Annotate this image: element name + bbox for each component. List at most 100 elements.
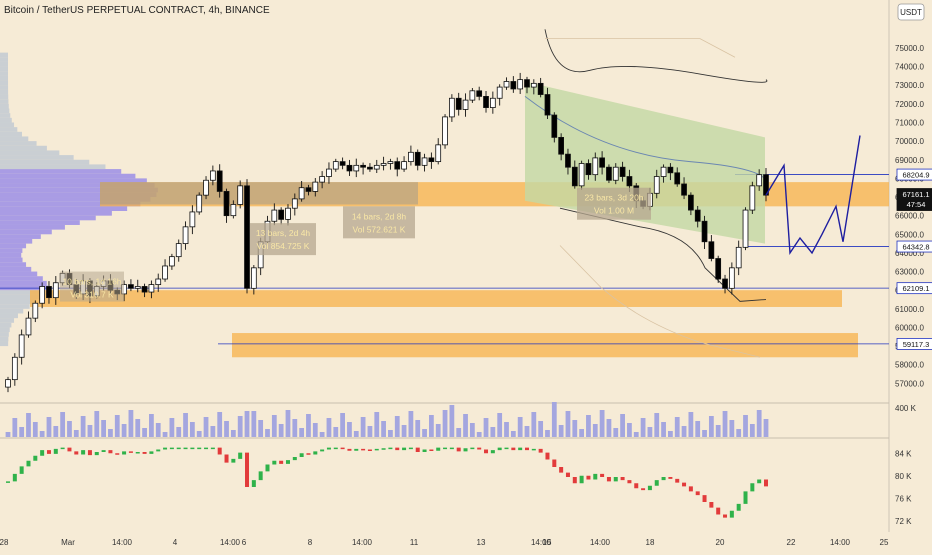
candle[interactable] (408, 151, 414, 163)
candle[interactable] (223, 191, 230, 217)
candle[interactable] (455, 97, 462, 110)
candle[interactable] (305, 187, 312, 192)
candle[interactable] (203, 179, 209, 196)
candle[interactable] (483, 96, 489, 108)
candle[interactable] (196, 194, 203, 213)
candle[interactable] (510, 81, 517, 90)
candle[interactable] (592, 157, 599, 176)
candle[interactable] (291, 198, 298, 209)
candle[interactable] (462, 99, 469, 110)
candle[interactable] (52, 282, 59, 299)
candle[interactable] (674, 172, 681, 185)
candle[interactable] (749, 185, 756, 211)
candle[interactable] (401, 161, 407, 170)
candle[interactable] (353, 164, 360, 172)
candle[interactable] (626, 176, 633, 187)
candle[interactable] (722, 278, 728, 289)
candle[interactable] (39, 286, 46, 304)
candle[interactable] (298, 187, 305, 200)
candle[interactable] (189, 211, 196, 228)
candle[interactable] (25, 317, 32, 336)
candle[interactable] (728, 267, 735, 289)
range-box[interactable] (100, 182, 418, 205)
candle[interactable] (360, 164, 366, 168)
candle[interactable] (578, 163, 585, 187)
candle[interactable] (544, 94, 551, 116)
projection-path[interactable] (765, 135, 861, 256)
support-resistance-zone[interactable] (30, 290, 842, 307)
candle[interactable] (530, 82, 537, 88)
candle[interactable] (237, 185, 244, 205)
candle[interactable] (414, 151, 421, 166)
candle[interactable] (346, 164, 353, 172)
candle[interactable] (250, 267, 257, 289)
candle[interactable] (175, 243, 182, 258)
candle[interactable] (134, 286, 141, 289)
candle[interactable] (701, 220, 708, 243)
candle[interactable] (742, 209, 749, 248)
candle[interactable] (332, 161, 339, 170)
candle[interactable] (32, 302, 39, 319)
candle[interactable] (278, 209, 285, 220)
candle[interactable] (756, 174, 763, 187)
candle[interactable] (660, 166, 667, 177)
candle[interactable] (503, 81, 510, 88)
candle[interactable] (11, 356, 18, 381)
candle[interactable] (571, 166, 578, 187)
candle[interactable] (169, 256, 175, 267)
candle[interactable] (373, 164, 380, 170)
candle[interactable] (244, 185, 250, 289)
support-resistance-zone[interactable] (232, 333, 858, 358)
candle[interactable] (469, 90, 476, 101)
candle[interactable] (148, 284, 155, 293)
candle[interactable] (319, 176, 325, 183)
candle[interactable] (708, 241, 715, 259)
candle[interactable] (653, 176, 660, 194)
candle[interactable] (585, 163, 592, 176)
candle[interactable] (442, 116, 448, 146)
candle[interactable] (517, 79, 524, 90)
candle[interactable] (5, 379, 11, 388)
candle[interactable] (128, 284, 134, 289)
candle[interactable] (681, 183, 687, 196)
candle[interactable] (551, 114, 558, 138)
candle[interactable] (271, 209, 278, 222)
candle[interactable] (612, 166, 619, 181)
candle[interactable] (339, 161, 346, 166)
candle[interactable] (565, 153, 571, 168)
candle[interactable] (182, 226, 189, 245)
candle[interactable] (230, 204, 237, 217)
candle[interactable] (619, 166, 626, 177)
candle[interactable] (380, 163, 387, 166)
candle[interactable] (735, 246, 742, 269)
currency-button[interactable]: USDT (897, 3, 925, 21)
candle[interactable] (421, 157, 428, 166)
candle[interactable] (599, 157, 605, 168)
candle[interactable] (141, 286, 148, 293)
candle[interactable] (155, 278, 162, 286)
candle[interactable] (496, 86, 503, 99)
candle[interactable] (46, 286, 52, 299)
candle[interactable] (449, 97, 455, 118)
candle[interactable] (524, 79, 530, 88)
candle[interactable] (394, 161, 401, 170)
candle[interactable] (216, 170, 223, 192)
candle[interactable] (694, 209, 701, 222)
candle[interactable] (476, 90, 483, 97)
candle[interactable] (537, 82, 544, 95)
candle[interactable] (210, 170, 216, 181)
candle[interactable] (428, 157, 435, 163)
candle[interactable] (18, 334, 25, 358)
candle[interactable] (326, 168, 332, 177)
candle[interactable] (312, 181, 319, 192)
candle[interactable] (387, 161, 394, 164)
candle[interactable] (367, 166, 373, 170)
candle[interactable] (285, 207, 291, 220)
candle[interactable] (489, 97, 496, 108)
candle[interactable] (558, 136, 564, 155)
candle[interactable] (435, 144, 442, 163)
candle[interactable] (667, 166, 674, 174)
candle[interactable] (688, 194, 694, 211)
candle[interactable] (715, 258, 722, 280)
